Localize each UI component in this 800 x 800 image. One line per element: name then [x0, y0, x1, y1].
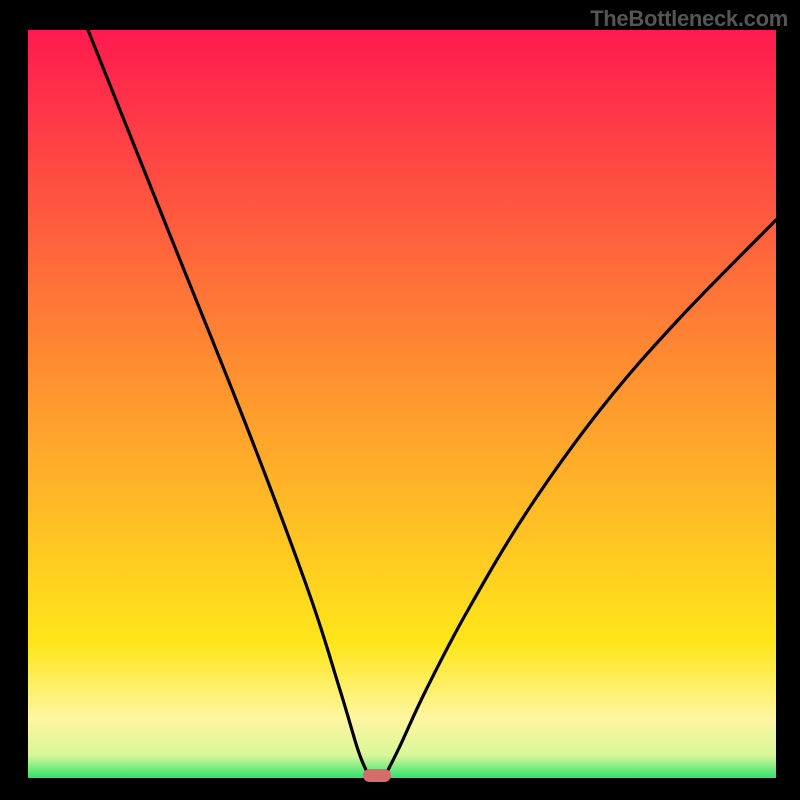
watermark-text: TheBottleneck.com: [590, 6, 788, 32]
plot-area: [28, 30, 776, 778]
bottleneck-marker: [363, 769, 391, 782]
bottleneck-curve: [28, 30, 776, 778]
chart-container: TheBottleneck.com: [0, 0, 800, 800]
